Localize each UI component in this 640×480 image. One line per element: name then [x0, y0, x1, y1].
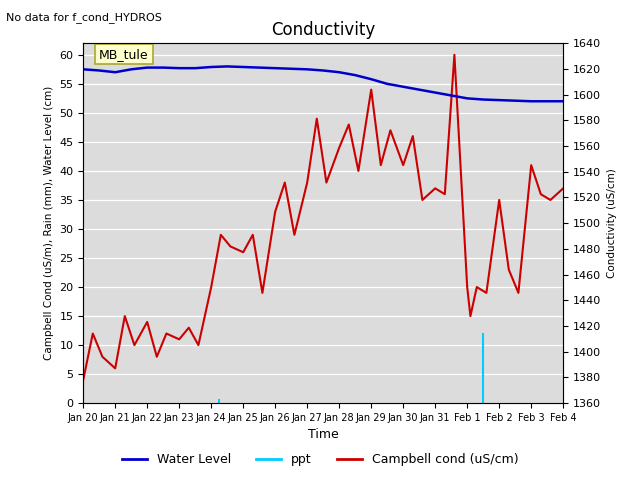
Text: MB_tule: MB_tule [99, 48, 149, 60]
Y-axis label: Conductivity (uS/cm): Conductivity (uS/cm) [607, 168, 617, 278]
Text: No data for f_cond_HYDROS: No data for f_cond_HYDROS [6, 12, 163, 23]
Title: Conductivity: Conductivity [271, 21, 375, 39]
Y-axis label: Campbell Cond (uS/m), Rain (mm), Water Level (cm): Campbell Cond (uS/m), Rain (mm), Water L… [44, 86, 54, 360]
Legend: Water Level, ppt, Campbell cond (uS/cm): Water Level, ppt, Campbell cond (uS/cm) [116, 448, 524, 471]
X-axis label: Time: Time [308, 429, 339, 442]
